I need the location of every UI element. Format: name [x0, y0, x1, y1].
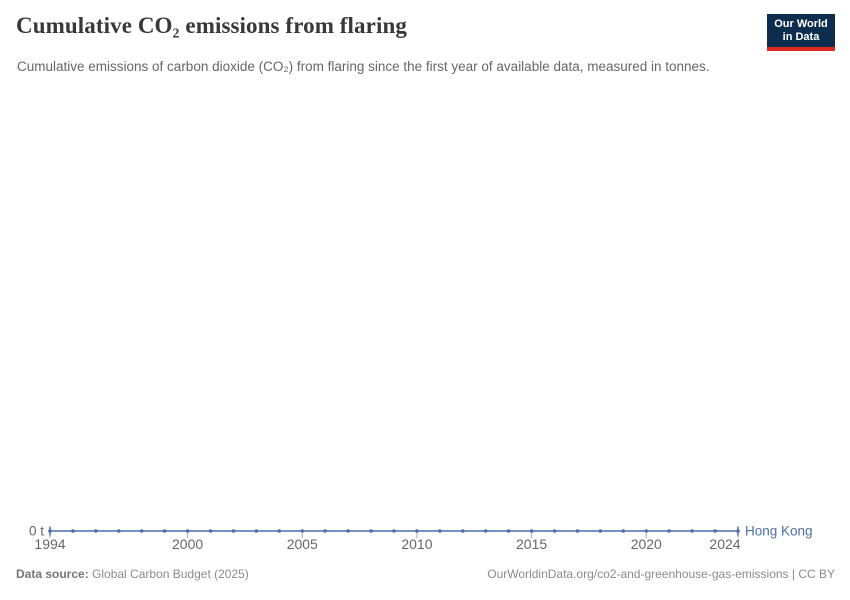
- page-title: Cumulative CO₂ emissions from flaring: [16, 13, 407, 38]
- x-axis-tick-label: 2010: [401, 536, 432, 552]
- owid-logo[interactable]: Our World in Data: [767, 14, 835, 52]
- chart-header: Cumulative CO₂ emissions from flaring Ou…: [16, 12, 835, 77]
- ourworldindata-link[interactable]: OurWorldinData.org/co2-and-greenhouse-ga…: [487, 567, 835, 581]
- data-point-dot: [300, 529, 305, 533]
- data-point-dot: [117, 529, 121, 533]
- data-point-dot: [231, 529, 236, 533]
- x-axis-tick-label: 1994: [34, 536, 65, 552]
- line-chart-svg: 1994 2000 2005 2010 2015 2020 2024 0 t Hong Kong: [29, 524, 813, 553]
- data-point-dot: [254, 529, 259, 533]
- data-point-dot: [690, 529, 694, 533]
- data-point-dot: [208, 529, 213, 533]
- data-point-dot: [644, 529, 649, 533]
- data-point-dot: [529, 529, 534, 533]
- data-point-dot: [483, 529, 488, 533]
- data-point-dot: [71, 529, 75, 533]
- data-point-dot: [621, 529, 626, 533]
- data-point-dot: [713, 529, 717, 533]
- chart-footer: Data source: Global Carbon Budget (2025)…: [16, 567, 835, 582]
- data-point-dot: [392, 529, 396, 533]
- x-axis-tick-label: 2005: [287, 536, 318, 552]
- data-point-dot: [94, 529, 98, 533]
- data-source-value: Global Carbon Budget (2025): [88, 567, 249, 581]
- data-point-dot: [346, 529, 350, 533]
- data-point-dot: [415, 529, 419, 533]
- data-point-dot: [667, 529, 671, 533]
- data-point-dot: [506, 529, 511, 533]
- owid-logo-line1: Our World: [774, 18, 828, 30]
- data-point-dot: [162, 529, 167, 533]
- data-point-dot: [139, 529, 144, 533]
- x-axis-tick-label: 2020: [631, 536, 662, 552]
- data-point-dot: [185, 529, 190, 533]
- data-point-dot: [461, 529, 465, 533]
- data-point-dot: [598, 529, 603, 533]
- x-axis-tick-label: 2024: [709, 536, 740, 552]
- data-point-dot: [575, 529, 580, 533]
- data-point-dot: [369, 529, 373, 533]
- data-point-dot: [736, 529, 740, 533]
- chart-subtitle: Cumulative emissions of carbon dioxide (…: [17, 59, 710, 75]
- entity-label[interactable]: Hong Kong: [745, 524, 813, 539]
- owid-logo-line2: in Data: [782, 31, 820, 44]
- data-source: Data source: Global Carbon Budget (2025): [16, 567, 249, 582]
- data-point-dot: [552, 529, 557, 533]
- y-axis-zero-label: 0 t: [29, 524, 44, 539]
- data-point-dot: [323, 529, 328, 533]
- data-point-dot: [48, 529, 52, 533]
- data-point-dot: [277, 529, 282, 533]
- x-axis-tick-label: 2015: [516, 536, 547, 552]
- x-axis-tick-label: 2000: [172, 536, 203, 552]
- data-point-dot: [438, 529, 442, 533]
- data-source-label: Data source:: [16, 567, 89, 581]
